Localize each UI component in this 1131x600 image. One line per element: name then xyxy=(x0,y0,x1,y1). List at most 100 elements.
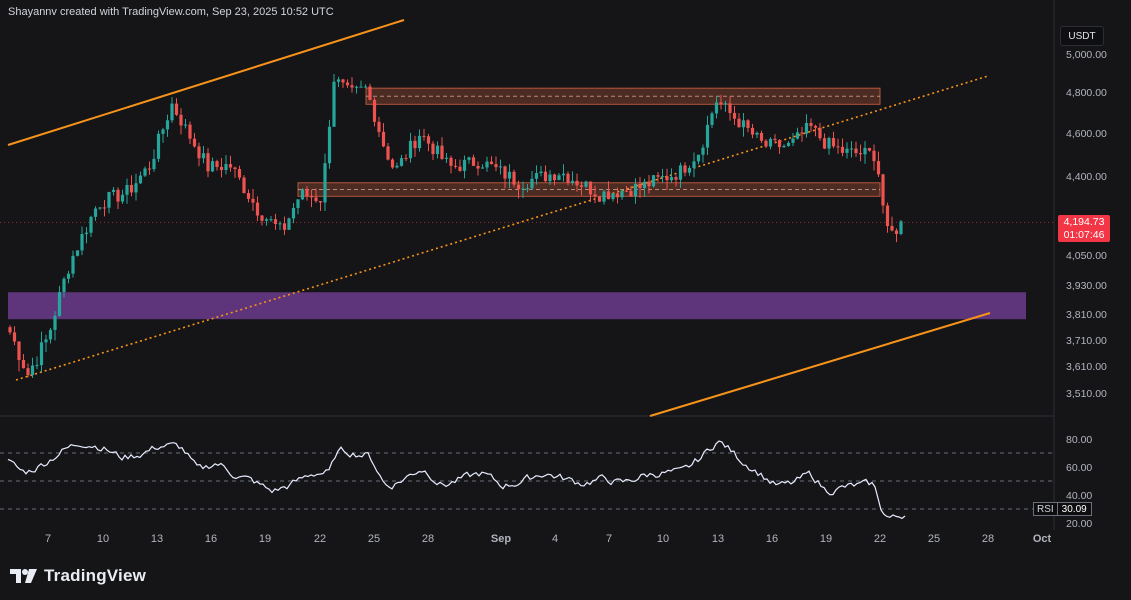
candle-body xyxy=(197,146,201,159)
candle-body xyxy=(368,86,372,100)
candle-body xyxy=(507,171,512,179)
candle-body xyxy=(665,176,669,181)
candle-body xyxy=(143,168,147,176)
candle-body xyxy=(354,86,359,88)
tradingview-logo[interactable]: TradingView xyxy=(10,565,146,587)
time-tick-label: 7 xyxy=(606,533,612,545)
last-price-badge: 4,194.73 01:07:46 xyxy=(1058,215,1110,242)
candle-body xyxy=(309,196,314,198)
candle-body xyxy=(102,207,107,209)
candle-countdown: 01:07:46 xyxy=(1063,228,1105,241)
candle-body xyxy=(291,207,296,219)
candle-body xyxy=(165,120,170,130)
candle-body xyxy=(152,158,156,170)
candle-body xyxy=(575,180,579,186)
candle-body xyxy=(494,164,498,168)
candle-body xyxy=(206,153,210,172)
candle-body xyxy=(21,359,26,369)
candle-body xyxy=(408,140,413,159)
candle-body xyxy=(179,114,183,126)
candle-body xyxy=(647,181,651,187)
time-tick-label: 13 xyxy=(712,533,724,545)
candle-body xyxy=(773,138,777,141)
candle-body xyxy=(899,221,903,235)
time-tick-label: 25 xyxy=(928,533,940,545)
tradingview-logo-icon xyxy=(10,569,37,583)
currency-button[interactable]: USDT xyxy=(1060,26,1104,46)
channel-upper-line xyxy=(7,19,405,146)
candles-group xyxy=(8,73,903,379)
candle-body xyxy=(440,145,444,159)
candle-body xyxy=(845,148,849,153)
candle-body xyxy=(732,112,737,119)
candle-body xyxy=(768,138,773,147)
candle-body xyxy=(255,202,260,216)
candle-body xyxy=(233,167,237,170)
time-tick-label: 16 xyxy=(205,533,217,545)
candle-body xyxy=(714,102,719,114)
candle-body xyxy=(84,232,89,235)
candle-body xyxy=(633,183,638,197)
candle-body xyxy=(737,118,741,128)
candle-body xyxy=(57,292,62,316)
candle-body xyxy=(611,193,615,200)
candle-body xyxy=(98,207,102,209)
candle-body xyxy=(863,147,867,155)
candle-body xyxy=(651,175,656,187)
candle-body xyxy=(827,137,831,149)
candle-body xyxy=(552,174,557,181)
price-tick-label: 4,400.00 xyxy=(1066,171,1107,183)
candle-body xyxy=(93,208,98,217)
candle-body xyxy=(453,165,458,167)
candle-body xyxy=(174,103,179,115)
candle-body xyxy=(606,191,611,200)
candle-body xyxy=(417,135,422,149)
price-chart[interactable]: 5,000.00 4,800.00 4,600.00 4,400.00 4,050.00… xyxy=(0,0,1131,560)
candle-body xyxy=(795,132,800,139)
candle-body xyxy=(287,218,291,230)
candle-body xyxy=(822,138,827,149)
candle-body xyxy=(669,177,674,181)
chart-area[interactable]: 5,000.00 4,800.00 4,600.00 4,400.00 4,050.00… xyxy=(0,0,1131,560)
candle-body xyxy=(147,168,152,170)
rsi-label: RSI xyxy=(1033,502,1058,516)
candle-body xyxy=(296,199,300,208)
rsi-value-badge: RSI 30.09 xyxy=(1033,502,1092,516)
candle-body xyxy=(570,180,575,183)
candle-body xyxy=(741,120,746,128)
candle-body xyxy=(566,173,570,183)
candle-body xyxy=(75,250,80,256)
candle-body xyxy=(237,169,242,178)
candle-body xyxy=(350,85,354,88)
candle-body xyxy=(242,177,246,194)
candle-body xyxy=(386,146,390,160)
candle-body xyxy=(548,174,552,182)
candle-body xyxy=(656,175,660,177)
channel-lower-line xyxy=(649,312,991,417)
candle-body xyxy=(759,132,764,141)
candle-body xyxy=(404,158,408,160)
candle-body xyxy=(485,161,489,168)
rsi-tick-label: 80.00 xyxy=(1066,434,1092,446)
candle-body xyxy=(804,123,809,134)
price-tick-label: 3,710.00 xyxy=(1066,335,1107,347)
candle-body xyxy=(782,145,786,148)
price-tick-label: 4,600.00 xyxy=(1066,128,1107,140)
time-tick-label: 16 xyxy=(766,533,778,545)
candle-body xyxy=(12,332,17,342)
chart-caption: Shayannv created with TradingView.com, S… xyxy=(8,6,334,18)
candle-body xyxy=(467,157,471,160)
brand-name: TradingView xyxy=(44,566,147,585)
candle-body xyxy=(534,173,539,179)
candle-body xyxy=(188,124,192,139)
candle-body xyxy=(228,164,233,168)
candle-body xyxy=(885,205,890,226)
time-tick-label: 22 xyxy=(874,533,886,545)
candle-body xyxy=(251,198,255,203)
candle-body xyxy=(395,165,399,168)
candle-body xyxy=(48,329,53,340)
candle-body xyxy=(710,113,714,125)
candle-body xyxy=(372,99,377,122)
time-tick-label: 25 xyxy=(368,533,380,545)
candle-body xyxy=(678,165,683,180)
